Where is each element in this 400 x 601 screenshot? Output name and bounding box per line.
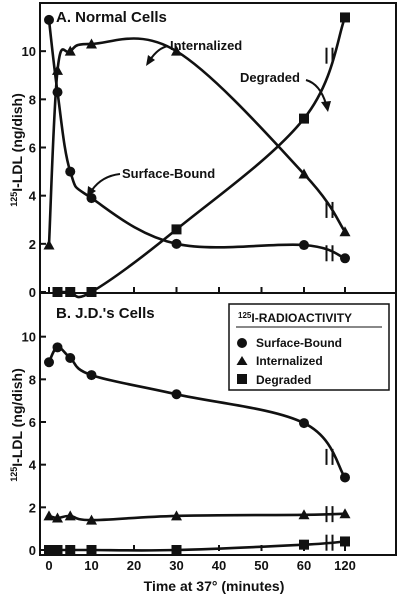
panel-a-point-degraded xyxy=(52,287,63,297)
panel-a-point-degraded xyxy=(65,287,76,297)
panel-b-y-tick-label: 10 xyxy=(22,330,36,345)
panel-b-point-surface-bound xyxy=(65,353,76,363)
panel-b-point-surface-bound xyxy=(52,342,63,353)
annotation-degraded-arrowhead xyxy=(321,101,331,112)
panel-a-point-surface-bound xyxy=(171,238,182,249)
panel-b-point-degraded xyxy=(340,536,350,547)
panel-b-point-degraded xyxy=(52,545,63,555)
panel-a-y-tick-label: 0 xyxy=(29,285,36,300)
legend: 125I-RADIOACTIVITY Surface-Bound Interna… xyxy=(228,303,390,391)
panel-a-point-internalized xyxy=(171,45,182,56)
panel-b-y-tick-label: 6 xyxy=(29,415,36,430)
panel-b-y-axis-label: I-LDL (ng/dish) xyxy=(9,368,25,467)
x-tick-label: 0 xyxy=(45,558,52,573)
panel-b-point-surface-bound xyxy=(171,389,182,400)
panel-b-point-surface-bound xyxy=(299,418,309,429)
panel-a-title: A. Normal Cells xyxy=(56,9,167,26)
panel-a-point-internalized xyxy=(86,38,97,49)
x-tick-label: 50 xyxy=(254,558,268,573)
x-tick-label: 40 xyxy=(212,558,226,573)
panel-a-y-tick-label: 2 xyxy=(29,237,36,252)
x-tick-label: 120 xyxy=(334,558,356,573)
panel-b-y-tick-label: 2 xyxy=(29,500,36,515)
panel-a-point-surface-bound xyxy=(340,253,350,264)
annotation-surface-bound: Surface-Bound xyxy=(122,166,215,181)
panel-a-point-degraded xyxy=(86,287,97,297)
annotation-internalized: Internalized xyxy=(170,38,242,53)
legend-title: 125I-RADIOACTIVITY xyxy=(238,311,352,325)
annotation-degraded: Degraded xyxy=(240,70,300,85)
panel-b-point-surface-bound xyxy=(340,472,350,483)
panel-b-point-internalized xyxy=(171,510,182,521)
panel-a-point-surface-bound xyxy=(52,87,63,98)
panel-a-point-degraded xyxy=(171,224,182,235)
panel-a-point-surface-bound xyxy=(44,14,54,25)
panel-b-y-axis-title: 125I-LDL (ng/dish) xyxy=(9,368,25,482)
panel-a-y-tick-label: 10 xyxy=(22,44,36,59)
panel-b-point-degraded xyxy=(44,545,54,555)
panel-a-y-tick-label: 4 xyxy=(29,189,37,204)
legend-item-internalized: Internalized xyxy=(256,354,323,368)
panel-b-point-degraded xyxy=(171,545,182,555)
panel-a-point-internalized xyxy=(298,168,310,179)
annotation-degraded-arrow xyxy=(305,79,327,105)
panel-a-y-axis-label: I-LDL (ng/dish) xyxy=(9,93,25,192)
panel-a-point-internalized xyxy=(339,226,351,237)
panel-a-point-degraded xyxy=(340,12,350,23)
panel-b-y-tick-label: 8 xyxy=(29,372,36,387)
panel-a-y-axis-superscript: 125 xyxy=(9,192,19,207)
annotation-surface-bound-arrow xyxy=(91,173,121,191)
panel-a-y-axis-title: 125I-LDL (ng/dish) xyxy=(9,93,25,207)
legend-circle-marker xyxy=(237,338,247,348)
legend-item-degraded: Degraded xyxy=(256,373,311,387)
panel-b-y-tick-label: 0 xyxy=(29,543,36,558)
panel-b-point-internalized xyxy=(52,512,63,523)
panel-b-point-degraded xyxy=(299,539,309,550)
panel-b-y-tick-label: 4 xyxy=(29,458,37,473)
legend-box xyxy=(228,303,390,391)
panel-a-annotations: Internalized Degraded Surface-Bound xyxy=(87,38,331,197)
panel-b-point-internalized xyxy=(43,510,55,521)
legend-title-label: I-RADIOACTIVITY xyxy=(251,311,352,325)
x-axis-title: Time at 37° (minutes) xyxy=(144,578,285,594)
annotation-surface-bound-arrowhead xyxy=(87,186,96,197)
panel-a-y-tick-label: 8 xyxy=(29,92,36,107)
x-tick-label: 10 xyxy=(84,558,98,573)
panel-a-line-internalized xyxy=(47,37,347,246)
panel-a-point-surface-bound xyxy=(299,240,309,251)
panel-b-point-surface-bound xyxy=(86,370,97,381)
legend-item-surface-bound: Surface-Bound xyxy=(256,336,342,350)
annotation-internalized-arrowhead xyxy=(146,55,155,66)
panel-b-title: B. J.D.'s Cells xyxy=(56,305,155,322)
legend-triangle-marker xyxy=(236,356,248,365)
x-tick-label: 20 xyxy=(127,558,141,573)
panel-a-point-internalized xyxy=(43,239,55,250)
panel-a-point-internalized xyxy=(52,64,63,75)
panel-b-point-degraded xyxy=(65,545,76,555)
panel-b-y-axis-superscript: 125 xyxy=(9,467,19,482)
panel-b-point-internalized xyxy=(298,509,310,520)
panel-b-point-surface-bound xyxy=(44,357,54,368)
panel-b-point-internalized xyxy=(339,508,351,519)
plot-layer: 0 2 4 6 8 10 0 2 4 6 8 10 0 10 20 30 40 50 60 120 xyxy=(22,12,356,573)
panel-a-point-degraded xyxy=(299,113,309,124)
panel-a-point-surface-bound xyxy=(65,166,76,177)
legend-square-marker xyxy=(237,374,247,384)
panel-b-point-internalized xyxy=(64,510,76,521)
x-tick-label: 30 xyxy=(169,558,183,573)
panel-a-point-internalized xyxy=(64,45,76,56)
panel-b-point-internalized xyxy=(86,514,97,525)
legend-title-superscript: 125 xyxy=(238,311,252,320)
x-tick-label: 60 xyxy=(297,558,311,573)
panel-b-point-degraded xyxy=(86,545,97,555)
panel-a-y-tick-label: 6 xyxy=(29,141,36,156)
